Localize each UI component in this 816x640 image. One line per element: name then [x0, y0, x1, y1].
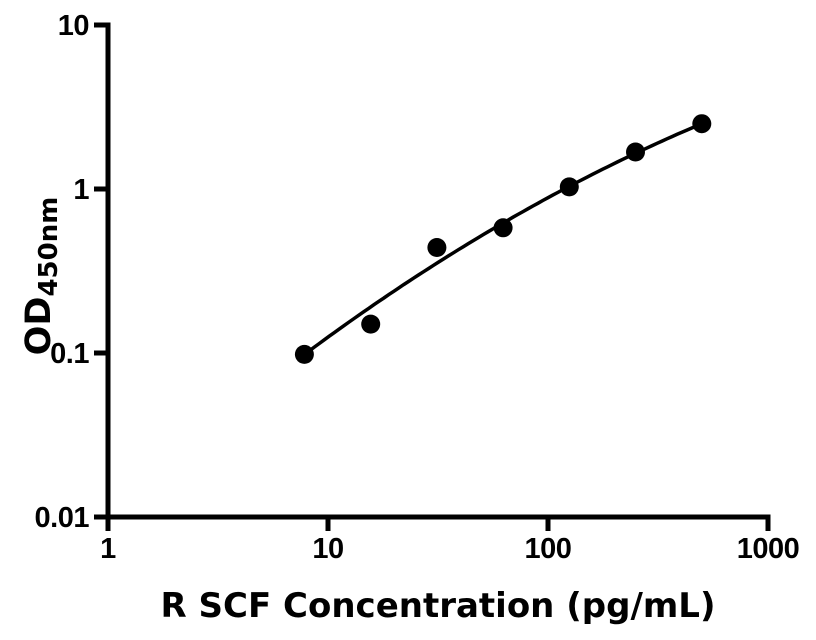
axes-group [94, 22, 771, 531]
y-axis-title-subscript: 450nm [34, 197, 64, 297]
x-tick-label: 100 [525, 533, 572, 565]
data-point-marker [559, 177, 579, 197]
y-tick-label: 1 [73, 174, 89, 206]
x-axis-title: R SCF Concentration (pg/mL) [161, 586, 716, 626]
data-point-marker [294, 344, 314, 364]
data-point-marker [427, 238, 447, 257]
x-tick-label: 1000 [737, 533, 800, 565]
data-point-marker [493, 218, 513, 238]
data-points-group [294, 114, 712, 364]
tick-labels-group: 1 10 100 1000 0.01 0.1 1 10 [35, 10, 800, 565]
data-point-marker [692, 114, 712, 134]
y-axis-title: OD450nm [19, 197, 64, 356]
y-axis-title-main: OD [19, 297, 59, 356]
y-tick-label: 0.01 [35, 502, 90, 534]
x-tick-label: 1 [100, 533, 116, 565]
data-point-marker [361, 314, 381, 334]
data-point-marker [626, 142, 645, 162]
y-tick-label: 0.1 [50, 338, 89, 370]
y-tick-label: 10 [58, 10, 89, 42]
x-tick-label: 10 [312, 533, 343, 565]
